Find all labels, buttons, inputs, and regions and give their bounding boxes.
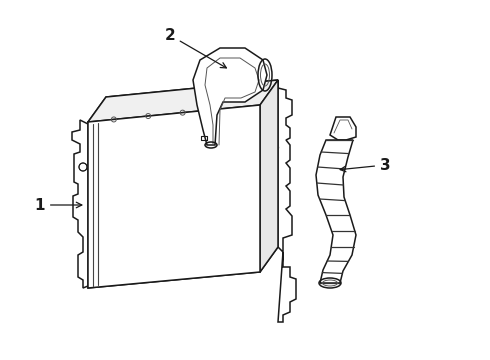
Polygon shape	[260, 80, 278, 272]
Text: 2: 2	[164, 27, 226, 68]
Polygon shape	[316, 140, 356, 283]
Polygon shape	[88, 105, 260, 288]
Text: 3: 3	[340, 158, 391, 172]
Polygon shape	[72, 120, 88, 288]
Polygon shape	[88, 80, 278, 122]
Polygon shape	[330, 117, 356, 140]
Polygon shape	[260, 80, 278, 272]
Text: 1: 1	[34, 198, 82, 212]
Polygon shape	[88, 80, 278, 122]
Polygon shape	[278, 252, 296, 322]
Polygon shape	[193, 48, 267, 145]
Polygon shape	[88, 105, 260, 288]
Polygon shape	[278, 80, 292, 252]
